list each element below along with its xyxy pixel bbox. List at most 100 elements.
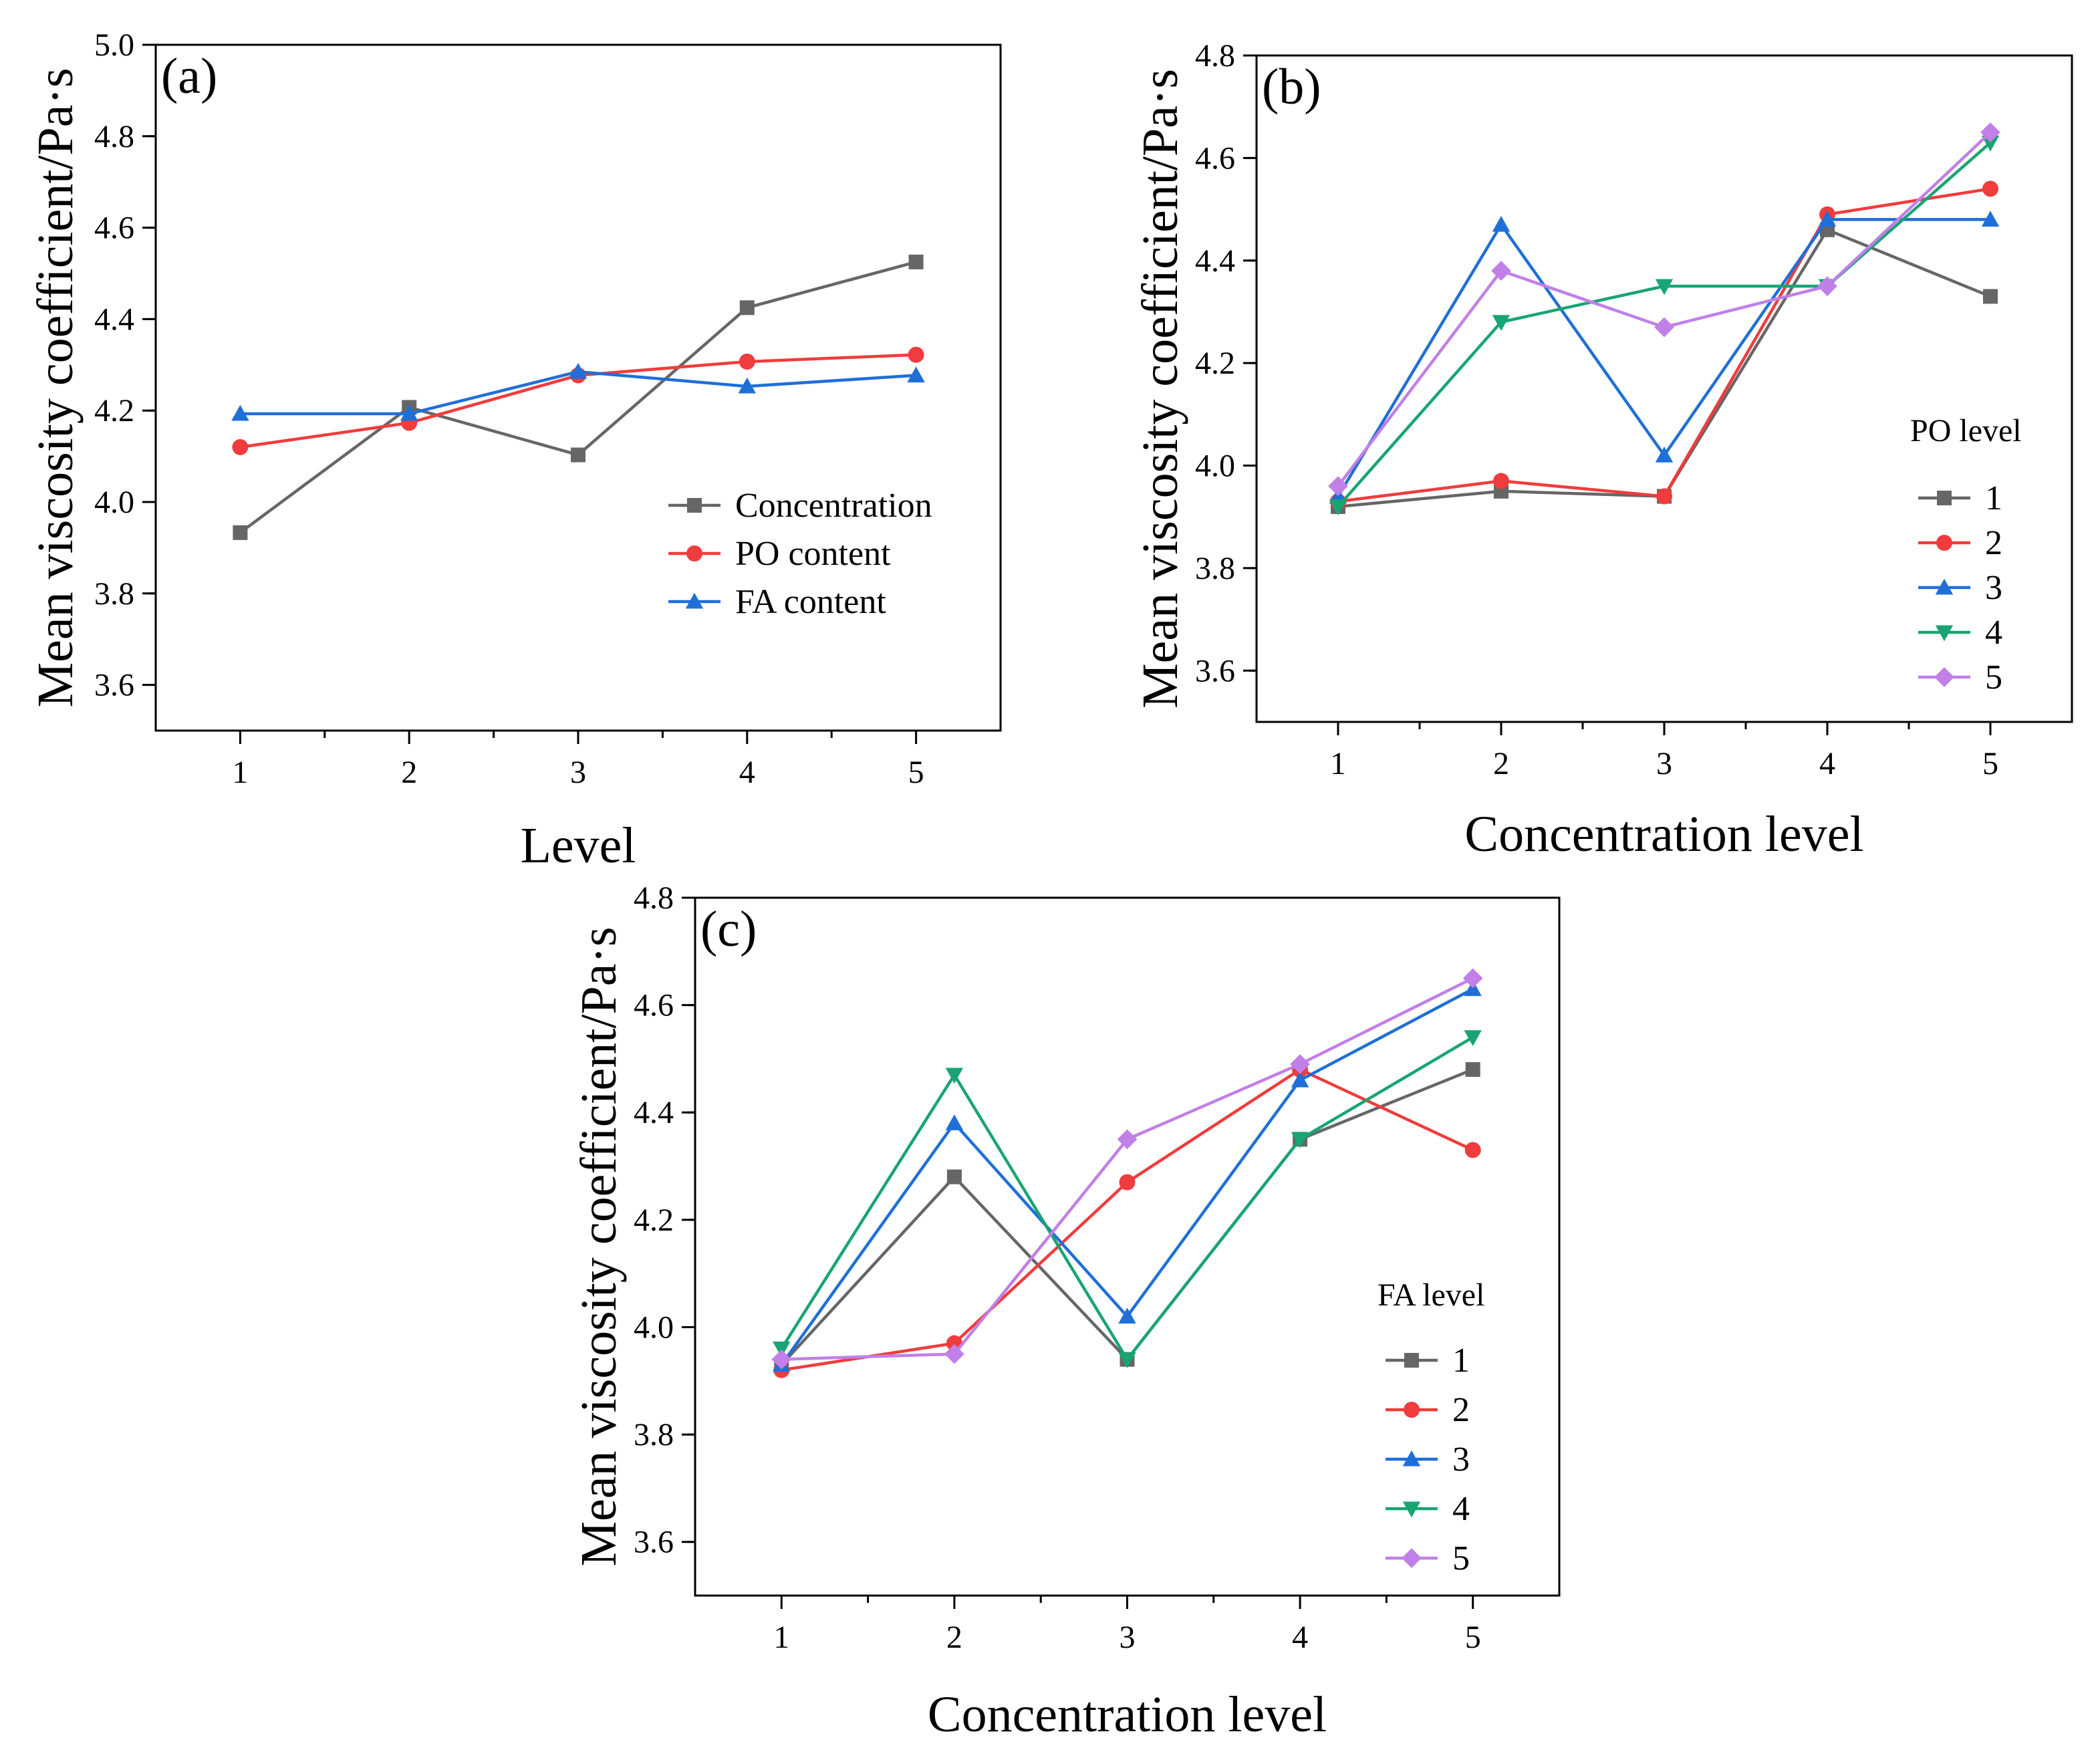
data-point bbox=[945, 1114, 964, 1130]
data-point bbox=[571, 447, 585, 463]
data-point bbox=[1654, 317, 1674, 338]
x-tick-label: 3 bbox=[1120, 1620, 1136, 1655]
series-1 bbox=[1331, 222, 1998, 514]
data-point bbox=[944, 1344, 964, 1364]
panel-label: (a) bbox=[161, 48, 217, 104]
x-tick-label: 1 bbox=[1330, 746, 1346, 781]
y-tick-label: 3.6 bbox=[94, 668, 134, 703]
data-point bbox=[1291, 1132, 1309, 1148]
series-1 bbox=[233, 254, 924, 540]
legend-label: 4 bbox=[1985, 614, 2002, 652]
legend-marker bbox=[687, 498, 702, 513]
data-point bbox=[1980, 122, 2000, 142]
y-tick-label: 4.8 bbox=[94, 119, 134, 154]
data-point bbox=[569, 362, 587, 379]
legend-marker bbox=[1937, 491, 1952, 505]
y-tick-label: 4.8 bbox=[1195, 38, 1235, 74]
series-3 bbox=[1329, 211, 2000, 504]
x-tick-label: 1 bbox=[232, 755, 248, 790]
data-point bbox=[908, 254, 924, 269]
legend-label: 4 bbox=[1452, 1490, 1470, 1528]
x-tick-label: 3 bbox=[570, 755, 586, 790]
data-point bbox=[1818, 211, 1837, 227]
data-point bbox=[1117, 1129, 1138, 1150]
series-1 bbox=[774, 1061, 1480, 1372]
legend-marker bbox=[1404, 1353, 1419, 1368]
data-point bbox=[1464, 1030, 1482, 1046]
data-point bbox=[400, 404, 418, 421]
x-axis-title: Concentration level bbox=[1464, 806, 1863, 862]
legend-item-5: 5 bbox=[1918, 658, 2002, 697]
data-point bbox=[1493, 473, 1509, 489]
data-point bbox=[1817, 276, 1837, 296]
data-point bbox=[1464, 1142, 1481, 1158]
data-point bbox=[1328, 476, 1348, 497]
legend-item-3: FA content bbox=[668, 583, 886, 621]
y-tick-label: 3.8 bbox=[1195, 551, 1235, 586]
legend-label: 3 bbox=[1452, 1440, 1470, 1479]
plot-frame bbox=[154, 43, 1002, 732]
y-tick-label: 4.8 bbox=[634, 880, 674, 916]
x-tick-label: 3 bbox=[1656, 746, 1672, 781]
data-point bbox=[945, 1067, 964, 1084]
data-point bbox=[1119, 1174, 1136, 1190]
legend-marker bbox=[1402, 1450, 1421, 1467]
series-line bbox=[781, 977, 1474, 1361]
data-point bbox=[1492, 215, 1511, 232]
x-tick-label: 2 bbox=[1493, 746, 1509, 781]
data-point bbox=[1655, 279, 1674, 295]
legend-marker bbox=[686, 545, 702, 561]
legend-marker bbox=[1404, 1402, 1420, 1418]
x-axis-title: Concentration level bbox=[928, 1686, 1327, 1743]
data-point bbox=[908, 346, 924, 363]
series-4 bbox=[773, 1030, 1482, 1368]
legend-label: Concentration bbox=[735, 487, 932, 525]
legend: PO level 1 2 3 4 5 bbox=[1910, 413, 2022, 697]
legend-label: 2 bbox=[1985, 524, 2002, 562]
data-point bbox=[1118, 1352, 1136, 1368]
data-point bbox=[1981, 135, 2000, 152]
legend-marker bbox=[1936, 535, 1952, 551]
y-tick-label: 4.4 bbox=[94, 301, 134, 337]
legend-marker bbox=[1935, 578, 1954, 595]
legend-item-1: 1 bbox=[1918, 479, 2002, 517]
legend-marker bbox=[685, 592, 704, 609]
data-point bbox=[1983, 289, 1998, 304]
y-tick-label: 4.6 bbox=[1195, 140, 1235, 176]
y-tick-label: 4.6 bbox=[634, 988, 674, 1023]
data-point bbox=[771, 1349, 792, 1370]
plot-frame bbox=[1255, 54, 2073, 723]
y-tick-label: 4.0 bbox=[634, 1309, 674, 1345]
x-tick-label: 4 bbox=[1819, 746, 1835, 781]
legend-marker bbox=[1402, 1548, 1422, 1568]
x-tick-label: 5 bbox=[1982, 746, 1998, 781]
legend: FA level 1 2 3 4 5 bbox=[1377, 1277, 1484, 1578]
legend-item-3: 3 bbox=[1918, 569, 2002, 607]
data-point bbox=[1290, 1054, 1310, 1074]
legend-marker bbox=[1402, 1501, 1421, 1518]
legend-label: 2 bbox=[1452, 1391, 1470, 1429]
legend-item-3: 3 bbox=[1386, 1440, 1470, 1479]
x-tick-label: 2 bbox=[946, 1620, 962, 1655]
panel-label: (c) bbox=[700, 901, 757, 957]
legend-label: PO content bbox=[735, 535, 891, 573]
y-tick-label: 4.2 bbox=[94, 393, 134, 428]
data-point bbox=[1462, 968, 1483, 989]
panel-c: 1 2 3 4 5 3.6 3.8 4.0 4.2 4.4 4.6 4.8 (c) Concentrati… bbox=[571, 880, 1561, 1743]
legend-marker bbox=[1935, 625, 1954, 642]
legend-item-2: 2 bbox=[1386, 1391, 1470, 1429]
data-point bbox=[907, 366, 925, 383]
legend: Concentration PO content FA content bbox=[668, 487, 932, 621]
legend-item-1: Concentration bbox=[668, 487, 932, 525]
legend-item-4: 4 bbox=[1386, 1490, 1470, 1528]
data-point bbox=[1656, 488, 1672, 505]
y-tick-label: 3.8 bbox=[634, 1417, 674, 1453]
legend-item-2: 2 bbox=[1918, 524, 2002, 562]
data-point bbox=[231, 404, 249, 421]
x-axis-title: Level bbox=[520, 818, 636, 874]
data-point bbox=[739, 354, 755, 370]
data-point bbox=[232, 438, 249, 455]
legend-item-5: 5 bbox=[1386, 1539, 1470, 1578]
legend-item-1: 1 bbox=[1386, 1342, 1470, 1380]
